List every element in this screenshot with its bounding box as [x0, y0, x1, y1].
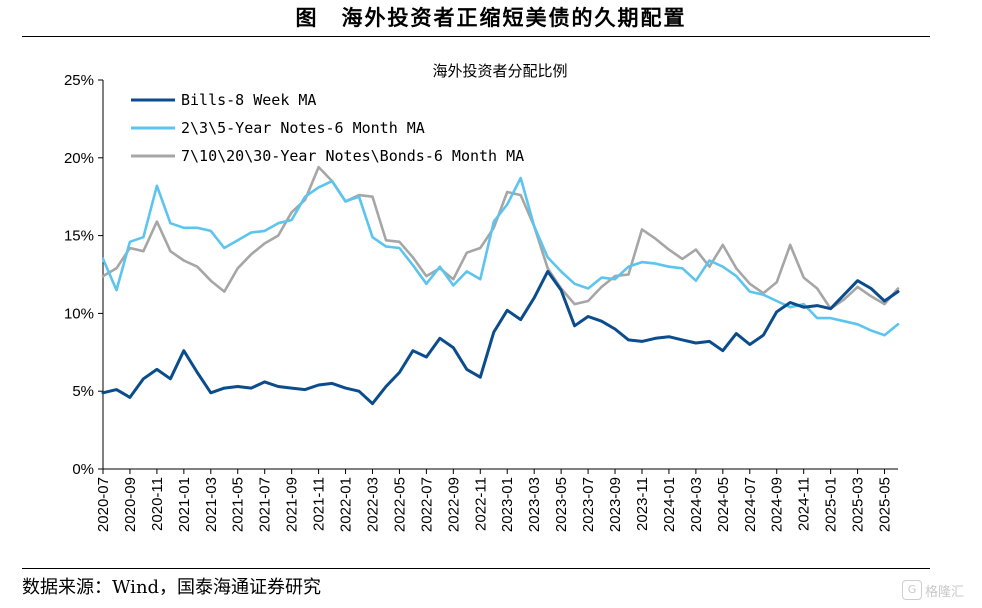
x-tick-label: 2024-03	[688, 477, 705, 532]
x-tick-label: 2023-07	[580, 477, 597, 532]
x-tick-label: 2022-05	[391, 477, 408, 532]
x-tick-label: 2024-11	[796, 477, 813, 531]
line-chart: 海外投资者分配比例 0% 5% 10% 15% 20% 25% 2020-07 2020-09…	[64, 62, 900, 532]
top-rule	[22, 36, 930, 37]
x-tick-label: 2024-05	[715, 477, 732, 532]
x-tick-label: 2021-05	[230, 477, 247, 532]
figure-title: 图 海外投资者正缩短美债的久期配置	[295, 5, 687, 30]
x-tick-label: 2023-11	[634, 477, 651, 531]
x-tick-label: 2022-01	[338, 477, 355, 532]
y-tick-label: 10%	[64, 305, 94, 322]
y-tick-label: 25%	[64, 72, 94, 89]
x-tick-label: 2024-01	[661, 477, 678, 532]
x-tick-label: 2021-01	[176, 477, 193, 532]
x-tick-label: 2023-01	[499, 477, 516, 532]
chart-axes: 0% 5% 10% 15% 20% 25% 2020-07 2020-09 2020-11 202…	[64, 72, 898, 532]
series-layer	[101, 165, 900, 406]
x-tick-label: 2025-03	[850, 477, 867, 532]
y-tick-label: 5%	[72, 383, 94, 400]
y-tick-label: 20%	[64, 150, 94, 167]
source-note: 数据来源：Wind，国泰海通证券研究	[22, 577, 322, 598]
series-line-3	[101, 165, 900, 311]
series-line-1	[101, 269, 900, 406]
x-tick-label: 2025-01	[823, 477, 840, 532]
x-tick-label: 2023-03	[526, 477, 543, 532]
legend-label: Bills-8 Week MA	[181, 91, 316, 109]
chart-title: 海外投资者分配比例	[432, 62, 567, 80]
legend-label: 7\10\20\30-Year Notes\Bonds-6 Month MA	[181, 147, 524, 165]
bottom-rule	[22, 568, 930, 569]
x-tick-label: 2022-11	[472, 477, 489, 531]
y-tick-label: 15%	[64, 228, 94, 245]
x-tick-label: 2023-05	[553, 477, 570, 532]
x-tick-label: 2022-09	[445, 477, 462, 532]
x-tick-label: 2020-11	[149, 477, 166, 531]
y-tick-label: 0%	[72, 461, 94, 478]
x-tick-label: 2022-07	[418, 477, 435, 532]
x-tick-label: 2021-09	[284, 477, 301, 532]
x-tick-label: 2020-09	[122, 477, 139, 532]
watermark-text: 格隆汇	[925, 584, 965, 600]
series-line-2	[101, 176, 900, 337]
x-tick-label: 2020-07	[95, 477, 112, 532]
legend: Bills-8 Week MA 2\3\5-Year Notes-6 Month …	[131, 91, 524, 165]
watermark-logo: G 格隆汇	[902, 580, 964, 600]
x-tick-label: 2023-09	[607, 477, 624, 532]
x-tick-label: 2024-07	[742, 477, 759, 532]
x-tick-label: 2024-09	[769, 477, 786, 532]
logo-icon: G	[902, 580, 922, 600]
x-tick-label: 2021-07	[257, 477, 274, 532]
x-tick-label: 2021-11	[311, 477, 328, 531]
x-tick-label: 2025-05	[877, 477, 894, 532]
x-tick-label: 2022-03	[364, 477, 381, 532]
x-tick-label: 2021-03	[203, 477, 220, 532]
legend-label: 2\3\5-Year Notes-6 Month MA	[181, 119, 425, 137]
